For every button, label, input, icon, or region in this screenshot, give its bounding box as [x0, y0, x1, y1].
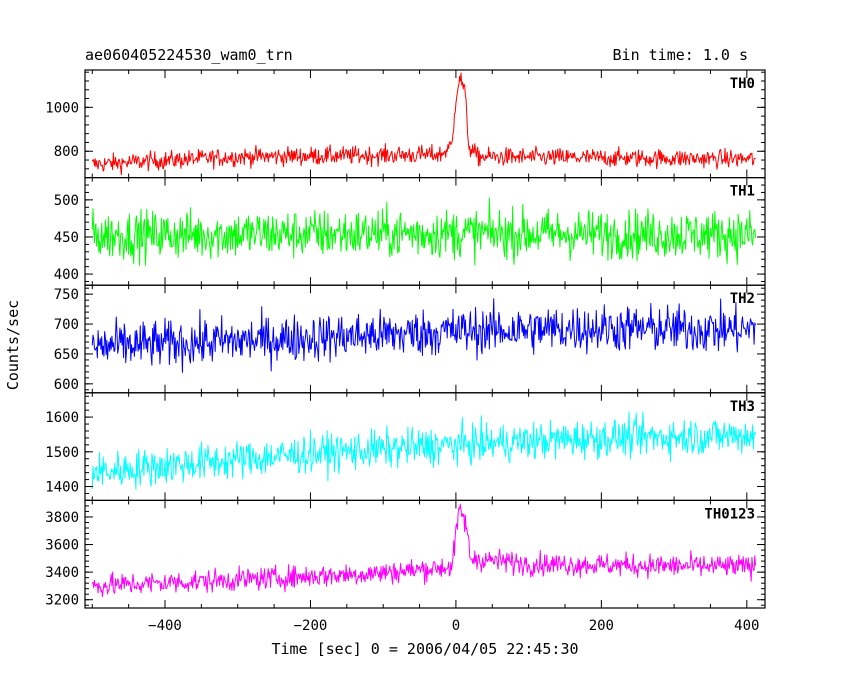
panel-label-th2: TH2: [730, 291, 755, 307]
panels-group: 800 1000 TH0 400 450 500 TH1 600 650 700 750 TH2 140…: [45, 69, 766, 609]
series-line-th2: [91, 298, 757, 373]
y-tick-label: 1500: [45, 445, 79, 461]
x-tick-label: 200: [589, 618, 614, 634]
y-tick-label: 800: [54, 144, 79, 160]
panel-label-th0: TH0: [730, 76, 755, 92]
y-tick-label: 3600: [45, 538, 79, 554]
series-line-th3: [91, 411, 757, 490]
panel-label-th1: TH1: [730, 184, 755, 200]
y-tick-label: 400: [54, 267, 79, 283]
panel-th2: 600 650 700 750 TH2: [54, 284, 766, 394]
panel-frame: [84, 177, 766, 286]
panel-label-th3: TH3: [730, 399, 755, 415]
panel-th1: 400 450 500 TH1: [54, 177, 766, 286]
y-tick-label: 3200: [45, 593, 79, 609]
x-tick-label: 400: [734, 618, 759, 634]
y-tick-label: 3400: [45, 565, 79, 581]
bin-time-label: Bin time: 1.0 s: [613, 46, 748, 64]
y-tick-label: 750: [54, 287, 79, 303]
panel-th0123: 3200 3400 3600 3800 TH0123: [45, 499, 766, 609]
y-tick-label: 650: [54, 347, 79, 363]
x-axis-ticks: −400 −200 0 200 400: [148, 618, 759, 634]
panel-th0: 800 1000 TH0: [45, 69, 766, 179]
panel-th3: 1400 1500 1600 TH3: [45, 392, 766, 501]
series-line-th0: [91, 72, 756, 176]
y-tick-label: 1600: [45, 410, 79, 426]
x-tick-label: −400: [148, 618, 182, 634]
x-axis-label: Time [sec] 0 = 2006/04/05 22:45:30: [271, 640, 578, 658]
y-tick-label: 3800: [45, 510, 79, 526]
panel-frame: [84, 499, 766, 609]
y-tick-label: 600: [54, 377, 79, 393]
panel-label-th0123: TH0123: [704, 506, 755, 522]
y-axis-label: Counts/sec: [4, 300, 22, 390]
series-line-th0123: [91, 503, 757, 598]
x-tick-label: 0: [452, 618, 460, 634]
y-tick-label: 1000: [45, 100, 79, 116]
chart-title: ae060405224530_wam0_trn: [85, 46, 293, 64]
x-tick-label: −200: [294, 618, 328, 634]
y-tick-label: 700: [54, 317, 79, 333]
y-tick-label: 450: [54, 230, 79, 246]
series-line-th1: [91, 197, 757, 266]
y-tick-label: 500: [54, 193, 79, 209]
y-tick-label: 1400: [45, 480, 79, 496]
